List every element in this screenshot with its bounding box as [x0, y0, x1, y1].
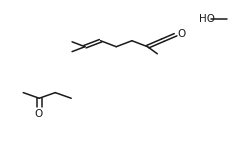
Text: O: O	[178, 29, 186, 39]
Text: HO: HO	[199, 14, 215, 24]
Text: O: O	[34, 109, 43, 119]
